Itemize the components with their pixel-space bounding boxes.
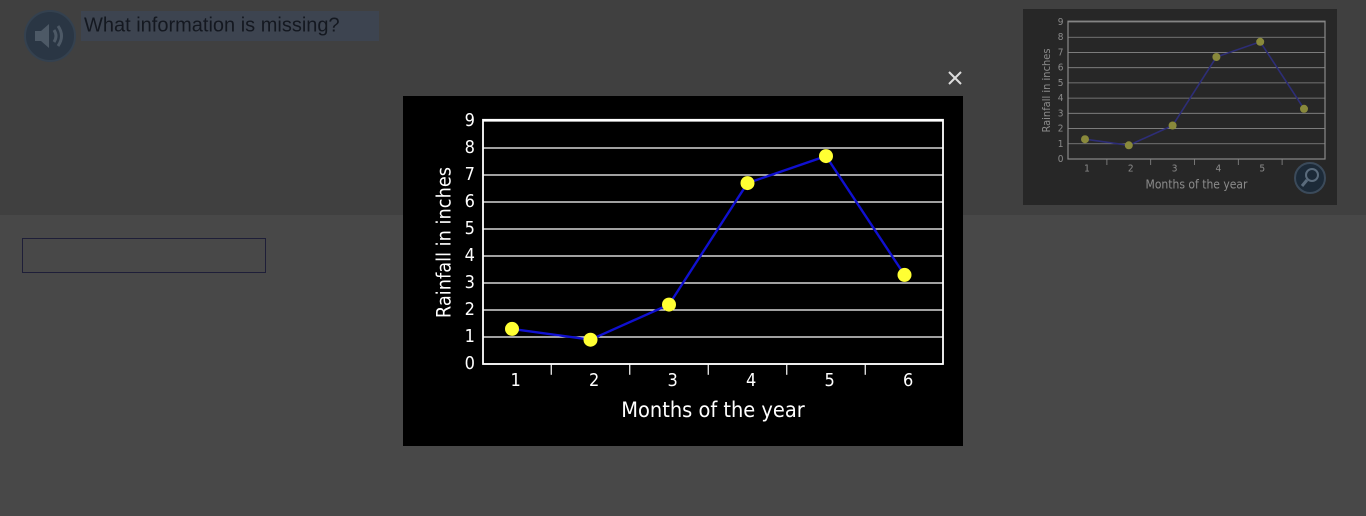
speaker-button[interactable] (24, 10, 76, 62)
data-line (1084, 40, 1305, 147)
data-point (583, 332, 598, 347)
y-tick-label: 9 (465, 110, 475, 131)
y-axis-label: Rainfall in inches (1040, 48, 1053, 132)
question-highlight (81, 11, 379, 41)
data-point (1212, 53, 1221, 62)
x-axis-label: Months of the year (1146, 178, 1249, 192)
x-tick-label: 5 (824, 370, 834, 391)
speaker-circle (24, 10, 76, 62)
y-tick-label: 7 (1058, 47, 1064, 58)
y-tick-label: 0 (465, 353, 475, 374)
y-tick-label: 1 (1058, 139, 1064, 150)
x-tick-label: 3 (1172, 164, 1178, 175)
x-axis-label: Months of the year (621, 398, 804, 423)
zoom-handle (1300, 179, 1309, 187)
y-tick-label: 2 (1058, 124, 1064, 135)
modal-background (403, 96, 963, 446)
y-tick-label: 1 (465, 326, 475, 347)
y-tick-label: 3 (465, 272, 475, 293)
y-tick-label: 8 (1058, 32, 1064, 43)
plot-frame (1067, 20, 1326, 160)
y-tick-label: 6 (1058, 63, 1064, 74)
y-tick-label: 2 (465, 299, 475, 320)
y-tick-label: 8 (465, 137, 475, 158)
y-tick-label: 5 (465, 218, 475, 239)
x-tick-label: 6 (903, 370, 913, 391)
x-tick-label: 1 (1084, 164, 1090, 175)
data-point (1168, 121, 1177, 130)
data-point (740, 176, 755, 191)
data-point (662, 297, 676, 312)
data-point (505, 321, 519, 336)
y-axis-label: Rainfall in inches (433, 167, 456, 318)
chart-modal: 0 1 2 3 4 5 6 7 8 9 1 2 3 4 5 6 Months of the year Rainfa… (403, 96, 963, 446)
data-point (897, 267, 912, 282)
close-icon (948, 71, 962, 85)
zoom-circle (1294, 162, 1326, 194)
answer-input[interactable] (22, 238, 266, 273)
zoom-button[interactable] (1294, 162, 1326, 194)
x-tick-label: 2 (589, 370, 599, 391)
data-point (1124, 141, 1133, 150)
speaker-waves (52, 25, 63, 47)
y-tick-label: 4 (465, 245, 475, 266)
question-text: What information is missing? (84, 14, 340, 36)
x-tick-label: 4 (1216, 164, 1222, 175)
data-point (1300, 104, 1308, 113)
data-point (819, 149, 833, 164)
thumbnail-background (1023, 9, 1337, 205)
data-point (1081, 135, 1089, 144)
y-tick-label: 9 (1058, 17, 1064, 28)
y-tick-label: 6 (465, 191, 475, 212)
y-tick-label: 0 (1058, 154, 1064, 165)
x-tick-label: 4 (746, 370, 756, 391)
zoom-lens (1305, 168, 1319, 182)
speaker-icon (35, 24, 49, 48)
x-tick-label: 5 (1259, 164, 1265, 175)
x-tick-label: 1 (510, 370, 520, 391)
y-tick-label: 5 (1058, 78, 1064, 89)
x-tick-label: 3 (667, 370, 677, 391)
data-point (1256, 37, 1265, 46)
plot-frame (482, 118, 944, 365)
data-line (511, 154, 906, 341)
close-button[interactable] (948, 71, 962, 85)
y-tick-label: 7 (465, 164, 475, 185)
y-tick-label: 3 (1058, 108, 1064, 119)
x-tick-label: 2 (1128, 164, 1134, 175)
y-tick-label: 4 (1058, 93, 1064, 104)
